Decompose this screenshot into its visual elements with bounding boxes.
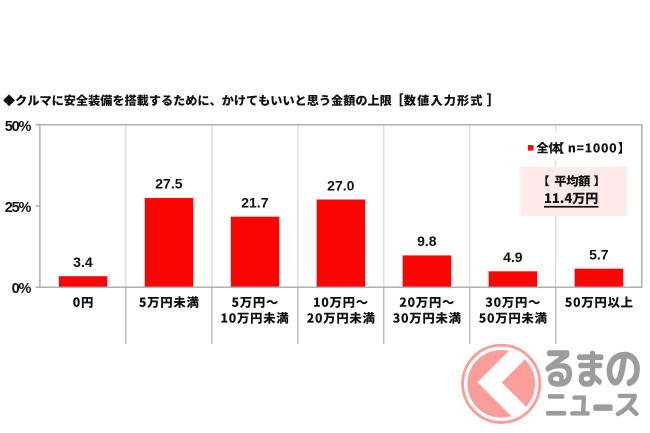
svg-text:4.9: 4.9 [503, 249, 523, 265]
svg-text:0%: 0% [12, 281, 32, 297]
svg-text:50%: 50% [5, 119, 32, 135]
svg-text:27.5: 27.5 [155, 176, 182, 192]
svg-text:5.7: 5.7 [589, 247, 609, 263]
svg-text:25%: 25% [5, 200, 32, 216]
svg-text:27.0: 27.0 [327, 177, 354, 193]
svg-text:3.4: 3.4 [73, 254, 93, 270]
svg-text:9.8: 9.8 [417, 233, 437, 249]
svg-text:21.7: 21.7 [241, 195, 268, 211]
